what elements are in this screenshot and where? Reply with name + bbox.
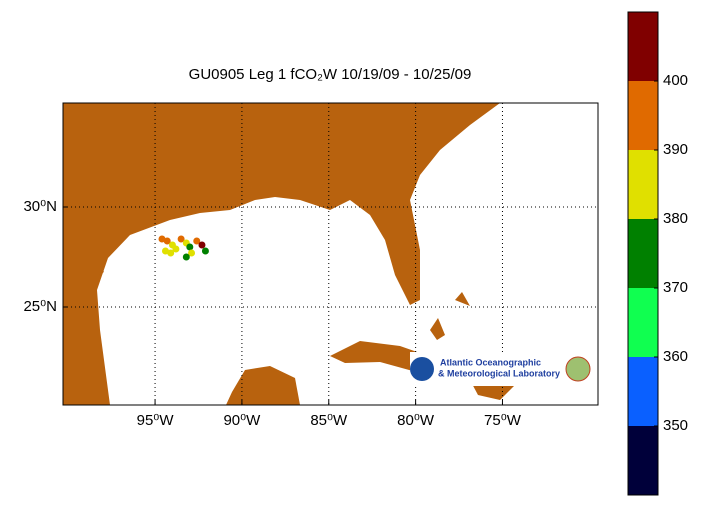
colorbar-band — [628, 150, 658, 219]
islands — [99, 265, 470, 340]
colorbar-band — [628, 12, 658, 81]
colorbar-band — [628, 288, 658, 357]
data-point — [161, 247, 169, 255]
colorbar-tick-label: 380 — [663, 210, 688, 227]
map-frame — [62, 102, 599, 406]
data-point — [182, 253, 190, 261]
noaa-emblem — [410, 357, 434, 381]
x-tick-label: 85⁰W — [310, 412, 348, 429]
colorbar-band — [628, 81, 658, 150]
yucatan — [226, 366, 300, 405]
colorbar-tick-label: 360 — [663, 348, 688, 365]
data-point — [177, 235, 185, 243]
colorbar-tick-label: 390 — [663, 141, 688, 158]
data-point — [186, 243, 194, 251]
aoml-emblem — [565, 356, 591, 382]
colorbar-band — [628, 426, 658, 495]
data-point — [198, 241, 206, 249]
x-tick-label: 75⁰W — [484, 412, 522, 429]
water — [97, 103, 598, 405]
x-tick-label: 80⁰W — [397, 412, 435, 429]
logo-line: & Meteorological Laboratory — [438, 368, 560, 378]
colorbar-band — [628, 219, 658, 288]
x-tick-label: 90⁰W — [223, 412, 261, 429]
x-tick-label: 95⁰W — [137, 412, 175, 429]
colorbar-frame — [627, 11, 659, 496]
data-point — [172, 245, 180, 253]
colorbar-tick-label: 350 — [663, 417, 688, 434]
data-point — [188, 249, 196, 257]
y-tick-label: 30⁰N — [23, 198, 57, 215]
data-point — [193, 237, 201, 245]
map-title: GU0905 Leg 1 fCO₂W 10/19/09 - 10/25/09 — [189, 66, 472, 83]
colorbar-tick-label: 400 — [663, 72, 688, 89]
colorbar-tick-label: 370 — [663, 279, 688, 296]
y-tick-label: 25⁰N — [23, 298, 57, 315]
logo-line: Atlantic Oceanographic — [440, 357, 541, 367]
logo-box — [410, 352, 595, 386]
colorbar-band — [628, 357, 658, 426]
data-point — [201, 247, 209, 255]
data-point — [163, 237, 171, 245]
